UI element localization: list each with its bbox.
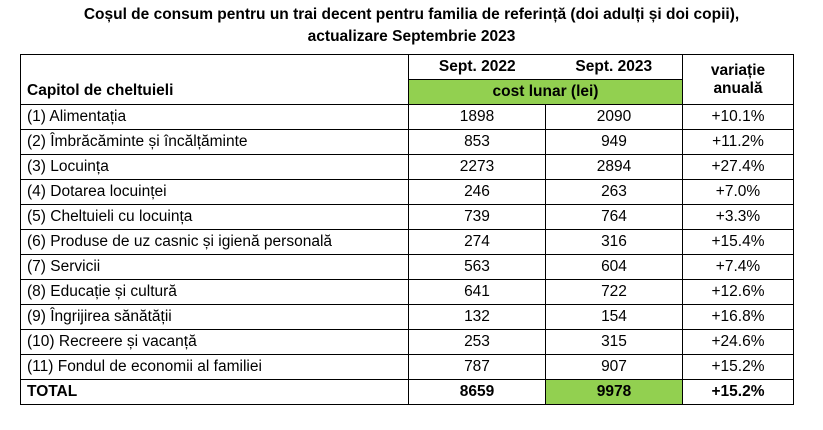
row-label: (5) Cheltuieli cu locuința <box>20 204 409 230</box>
row-label: (8) Educație și cultură <box>20 279 409 305</box>
total-2023: 9978 <box>545 379 683 405</box>
row-variation: +11.2% <box>682 129 794 155</box>
row-value-2023: 2894 <box>545 154 683 180</box>
row-label: (11) Fondul de economii al familiei <box>20 354 409 380</box>
title-line-1: Coșul de consum pentru un trai decent pe… <box>83 6 740 23</box>
row-value-2023: 604 <box>545 254 683 280</box>
row-variation: +15.4% <box>682 229 794 255</box>
header-row-2: cost lunar (lei) <box>21 79 794 105</box>
total-row: TOTAL 8659 9978 +15.2% <box>20 379 794 405</box>
row-value-2023: 907 <box>545 354 683 380</box>
table-row: (10) Recreere și vacanță 253 315 +24.6% <box>20 329 794 355</box>
row-value-2022: 787 <box>408 354 546 380</box>
table-row: (7) Servicii 563 604 +7.4% <box>20 254 794 280</box>
row-label: (7) Servicii <box>20 254 409 280</box>
row-value-2022: 253 <box>408 329 546 355</box>
row-label: (3) Locuința <box>20 154 409 180</box>
header-category: Capitol de cheltuieli <box>20 54 409 105</box>
row-value-2023: 316 <box>545 229 683 255</box>
total-2022: 8659 <box>408 379 546 405</box>
row-value-2022: 853 <box>408 129 546 155</box>
row-value-2022: 1898 <box>408 104 546 130</box>
row-variation: +15.2% <box>682 354 794 380</box>
header-variation: variație anuală <box>682 54 794 105</box>
header-variation-line-1: variație <box>710 61 766 79</box>
row-label: (9) Îngrijirea sănătății <box>20 304 409 330</box>
row-variation: +24.6% <box>682 329 794 355</box>
header-sept-2023: Sept. 2023 <box>545 54 683 80</box>
row-value-2022: 246 <box>408 179 546 205</box>
row-value-2022: 563 <box>408 254 546 280</box>
table-body: (1) Alimentația 1898 2090 +10.1% (2) Îmbrăcă… <box>20 104 794 380</box>
row-value-2023: 764 <box>545 204 683 230</box>
table-row: (6) Produse de uz casnic și igienă perso… <box>20 229 794 255</box>
row-value-2023: 315 <box>545 329 683 355</box>
row-variation: +12.6% <box>682 279 794 305</box>
header-cost-label: cost lunar (lei) <box>408 79 683 105</box>
row-value-2022: 2273 <box>408 154 546 180</box>
row-label: (4) Dotarea locuinței <box>20 179 409 205</box>
consumption-basket-table: Capitol de cheltuieli Sept. 2022 Sept. 2… <box>20 54 794 405</box>
row-label: (1) Alimentația <box>20 104 409 130</box>
row-value-2023: 722 <box>545 279 683 305</box>
row-value-2023: 949 <box>545 129 683 155</box>
row-variation: +10.1% <box>682 104 794 130</box>
table-row: (1) Alimentația 1898 2090 +10.1% <box>20 104 794 130</box>
row-value-2022: 641 <box>408 279 546 305</box>
total-label: TOTAL <box>20 379 409 405</box>
row-value-2023: 154 <box>545 304 683 330</box>
title-line-2: actualizare Septembrie 2023 <box>307 28 516 45</box>
row-value-2022: 739 <box>408 204 546 230</box>
header-variation-line-2: anuală <box>713 79 763 97</box>
row-label: (6) Produse de uz casnic și igienă perso… <box>20 229 409 255</box>
table-row: (5) Cheltuieli cu locuința 739 764 +3.3% <box>20 204 794 230</box>
row-value-2022: 132 <box>408 304 546 330</box>
table-row: (4) Dotarea locuinței 246 263 +7.0% <box>20 179 794 205</box>
table-row: (11) Fondul de economii al familiei 787 90… <box>20 354 794 380</box>
row-value-2022: 274 <box>408 229 546 255</box>
row-variation: +7.0% <box>682 179 794 205</box>
table-title: Coșul de consum pentru un trai decent pe… <box>0 4 823 48</box>
row-variation: +7.4% <box>682 254 794 280</box>
row-label: (10) Recreere și vacanță <box>20 329 409 355</box>
header-row-1: Capitol de cheltuieli Sept. 2022 Sept. 2… <box>20 54 794 105</box>
header-sept-2022: Sept. 2022 <box>408 54 546 80</box>
total-variation: +15.2% <box>682 379 794 405</box>
row-variation: +3.3% <box>682 204 794 230</box>
row-label: (2) Îmbrăcăminte și încălțăminte <box>20 129 409 155</box>
table-row: (2) Îmbrăcăminte și încălțăminte 853 949 +1… <box>20 129 794 155</box>
table-row: (8) Educație și cultură 641 722 +12.6% <box>20 279 794 305</box>
table-row: (3) Locuința 2273 2894 +27.4% <box>20 154 794 180</box>
row-variation: +27.4% <box>682 154 794 180</box>
row-variation: +16.8% <box>682 304 794 330</box>
table-row: (9) Îngrijirea sănătății 132 154 +16.8% <box>20 304 794 330</box>
row-value-2023: 263 <box>545 179 683 205</box>
row-value-2023: 2090 <box>545 104 683 130</box>
